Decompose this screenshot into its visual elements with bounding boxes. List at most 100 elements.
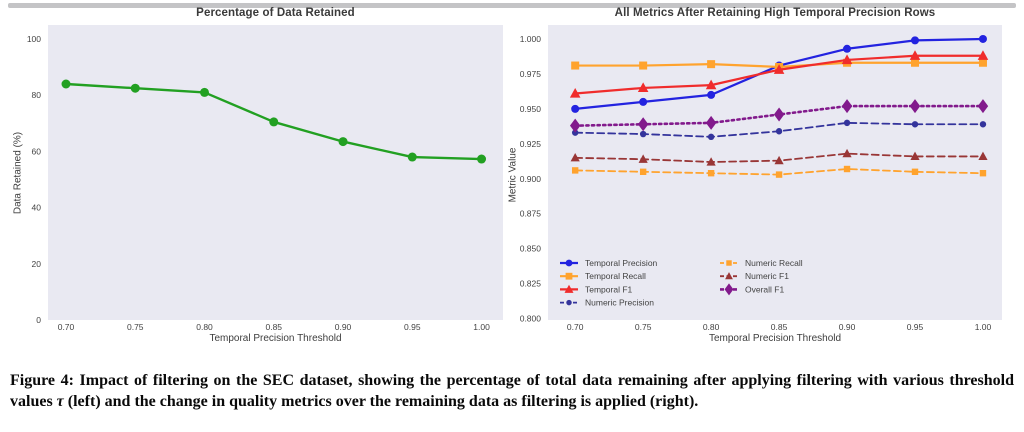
x-tick-label: 0.70 (567, 322, 584, 332)
caption-text-1: Figure 4: Impact of filtering on the SEC… (10, 372, 1014, 410)
data-point-marker (570, 153, 580, 162)
data-point-marker (407, 152, 417, 162)
data-point-marker (707, 60, 716, 69)
plot-area (48, 25, 503, 320)
data-point-marker (977, 50, 989, 60)
data-point-marker (978, 58, 987, 67)
data-point-marker (569, 118, 581, 133)
charts-canvas: 0 20 40 60 80 100 0.70 0.75 0.80 0.85 0.90 0.95 1.00… (27, 25, 1002, 332)
data-point-marker (705, 115, 717, 130)
legend-label: Temporal F1 (585, 284, 633, 294)
x-tick-label: 0.85 (265, 322, 282, 332)
x-tick-label: 0.90 (839, 322, 856, 332)
data-point-marker (638, 154, 648, 163)
legend-label: Temporal Recall (585, 271, 646, 281)
x-tick-label: 0.85 (771, 322, 788, 332)
y-tick-label: 100 (27, 34, 41, 44)
data-point-marker (637, 117, 649, 132)
y-tick-label: 0.875 (520, 209, 542, 219)
data-point-marker (725, 272, 733, 280)
legend-label: Numeric Recall (745, 258, 803, 268)
legend-label: Temporal Precision (585, 258, 658, 268)
x-tick-label: 1.00 (975, 322, 992, 332)
y-tick-label: 0.850 (520, 244, 542, 254)
data-point-marker (564, 284, 574, 293)
data-point-marker (639, 61, 648, 70)
data-point-marker (842, 148, 852, 158)
y-tick-label: 0.950 (520, 104, 542, 114)
y-tick-label: 20 (32, 259, 42, 269)
y-tick-label: 0.925 (520, 139, 542, 149)
data-point-marker (773, 64, 785, 74)
data-point-marker (571, 104, 580, 113)
data-point-marker (909, 99, 921, 114)
x-tick-label: 0.90 (335, 322, 352, 332)
data-point-marker (639, 130, 647, 138)
x-tick-label: 0.95 (404, 322, 421, 332)
y-tick-label: 60 (32, 146, 42, 156)
x-tick-label: 1.00 (473, 322, 490, 332)
right-chart-title: All Metrics After Retaining High Tempora… (614, 7, 936, 19)
legend-label: Overall F1 (745, 284, 784, 294)
data-point-marker (841, 99, 853, 114)
data-point-marker (707, 90, 716, 99)
data-point-marker (61, 79, 71, 89)
data-point-marker (978, 151, 988, 161)
data-point-marker (911, 168, 919, 176)
data-point-marker (978, 34, 987, 43)
data-point-marker (775, 171, 783, 178)
data-point-marker (843, 44, 852, 53)
x-tick-label: 0.75 (127, 322, 144, 332)
caption-tau-symbol: τ (56, 392, 64, 410)
data-point-marker (979, 169, 987, 177)
y-tick-label: 40 (32, 203, 42, 213)
data-point-marker (566, 299, 572, 306)
left-x-axis-label: Temporal Precision Threshold (209, 333, 342, 344)
data-point-marker (977, 99, 989, 114)
left-chart-title: Percentage of Data Retained (196, 7, 355, 19)
data-point-marker (639, 97, 648, 106)
top-divider (8, 3, 1016, 8)
x-tick-label: 0.75 (635, 322, 652, 332)
y-tick-label: 0.900 (520, 174, 542, 184)
data-point-marker (565, 259, 573, 267)
x-tick-label: 0.95 (907, 322, 924, 332)
x-tick-label: 0.70 (58, 322, 75, 332)
data-point-marker (130, 83, 140, 93)
data-point-marker (706, 157, 716, 166)
data-point-marker (571, 167, 579, 174)
y-tick-label: 0.825 (520, 279, 542, 289)
data-point-marker (773, 107, 785, 122)
data-point-marker (707, 133, 715, 141)
data-point-marker (707, 169, 715, 177)
legend-label: Numeric Precision (585, 298, 654, 308)
x-tick-label: 0.80 (196, 322, 213, 332)
data-point-marker (269, 117, 279, 127)
data-point-marker (571, 61, 580, 70)
caption-text-2: (left) and the change in quality metrics… (63, 392, 699, 410)
data-point-marker (639, 168, 647, 176)
legend-label: Numeric F1 (745, 271, 789, 281)
data-point-marker (726, 260, 732, 266)
data-point-marker (569, 87, 581, 98)
data-point-marker (338, 137, 348, 147)
data-point-marker (705, 79, 717, 90)
y-tick-label: 1.000 (520, 34, 542, 44)
data-point-marker (911, 58, 920, 67)
data-point-marker (911, 121, 919, 128)
data-point-marker (909, 50, 921, 60)
data-point-marker (979, 121, 987, 128)
data-point-marker (843, 165, 851, 173)
y-tick-label: 80 (32, 90, 42, 100)
data-point-marker (841, 54, 853, 65)
right-x-axis-label: Temporal Precision Threshold (708, 333, 842, 344)
y-tick-label: 0.975 (520, 69, 542, 79)
data-point-marker (911, 36, 920, 45)
data-point-marker (637, 82, 649, 93)
data-point-marker (775, 128, 783, 135)
data-point-marker (477, 154, 487, 164)
data-point-marker (565, 272, 573, 280)
data-point-marker (910, 151, 920, 161)
y-tick-label: 0.800 (520, 314, 542, 324)
